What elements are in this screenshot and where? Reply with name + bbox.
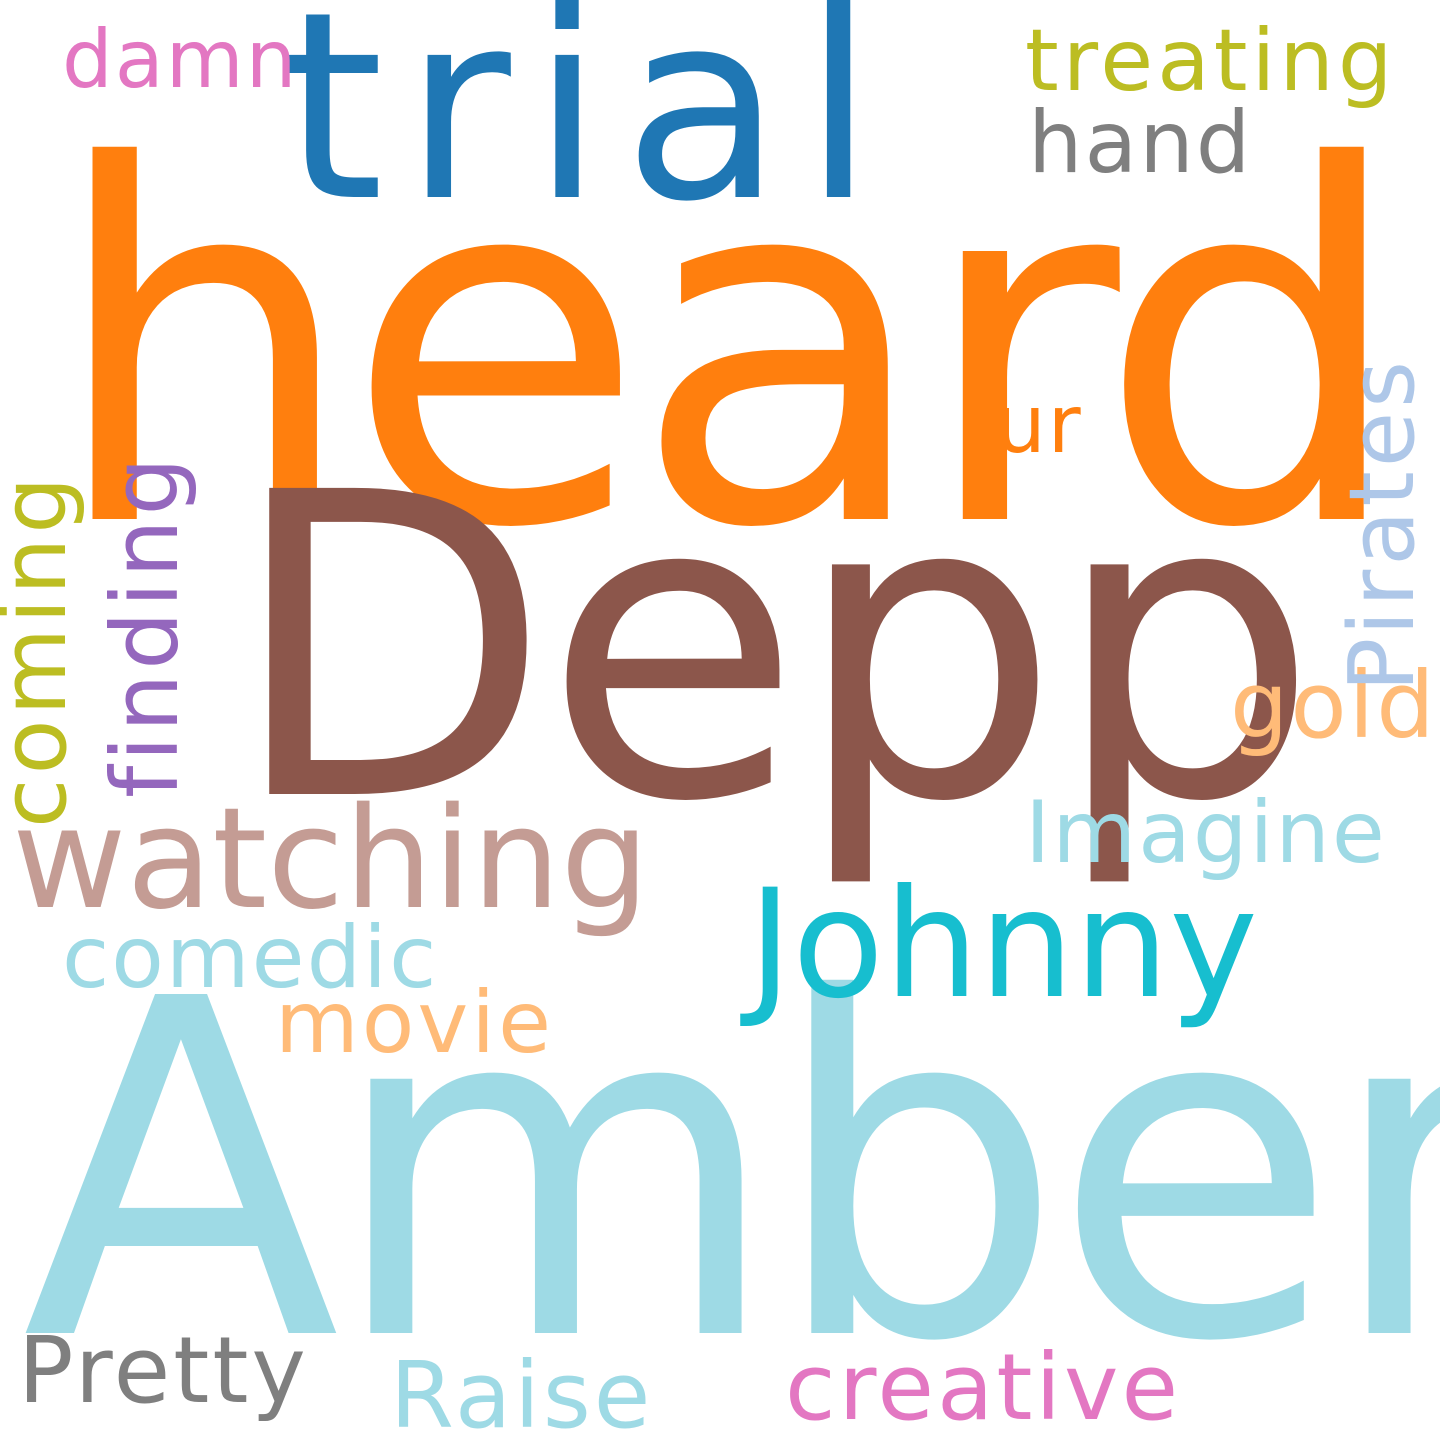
word-creative: creative [785, 1334, 1182, 1440]
word-imagine: Imagine [1025, 783, 1387, 883]
word-amber: Amber [22, 901, 1440, 1440]
word-ur: ur [995, 378, 1083, 471]
word-damn: damn [62, 13, 299, 106]
word-johnny: Johnny [748, 858, 1258, 1032]
word-gold: gold [1230, 652, 1437, 759]
word-pretty: Pretty [18, 1317, 309, 1424]
word-hand: hand [1028, 93, 1253, 193]
word-raise: Raise [390, 1342, 654, 1440]
word-movie: movie [275, 973, 555, 1073]
word-comedic: comedic [62, 908, 439, 1008]
word-trial: trial [282, 0, 895, 259]
word-pirates: Pirates [1330, 356, 1435, 692]
word-heard: heard [48, 64, 1408, 635]
word-depp: Depp [228, 405, 1319, 894]
word-finding: finding [92, 453, 199, 798]
word-coming: coming [0, 472, 87, 828]
word-treating: treating [1025, 11, 1397, 111]
word-watching: watching [12, 778, 650, 941]
